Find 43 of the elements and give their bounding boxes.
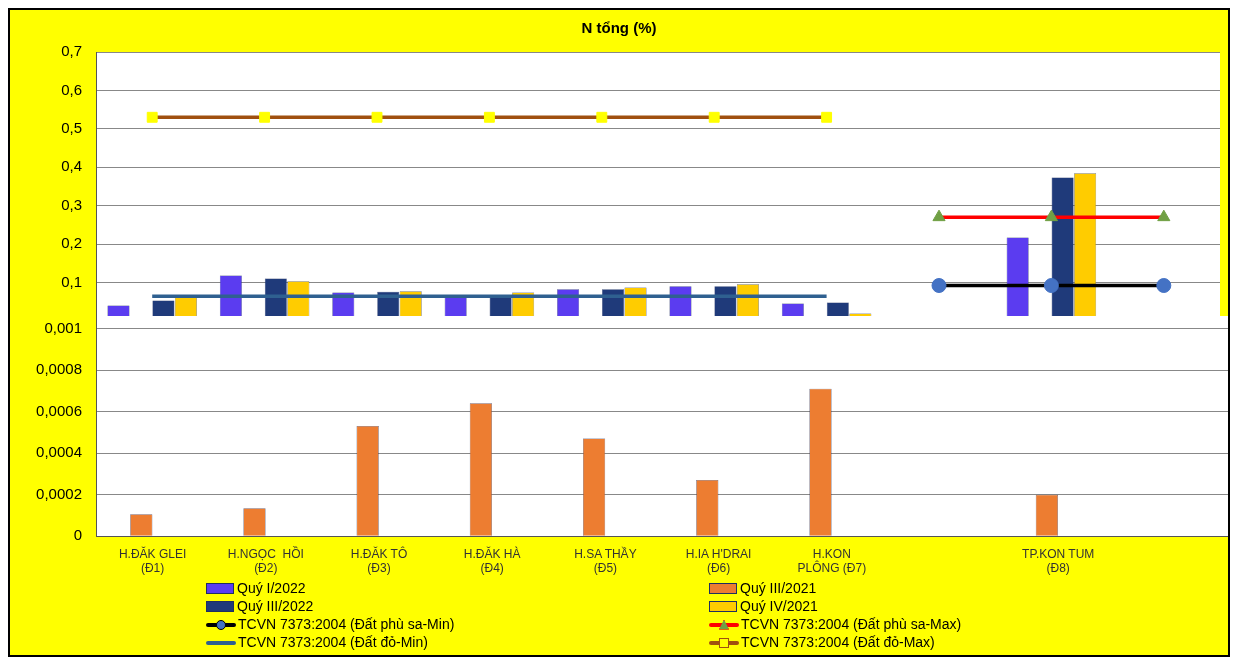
point [821, 111, 833, 123]
point [371, 111, 383, 123]
y-tick-label: 0,0006 [36, 401, 82, 419]
x-tick-label: H.ĐĂK GLEI (Đ1) [118, 545, 187, 576]
legend-label: TCVN 7373:2004 (Đất đỏ-Max) [741, 634, 935, 651]
legend-label: TCVN 7373:2004 (Đất đỏ-Min) [238, 634, 428, 651]
y-tick-label: 0,2 [61, 234, 82, 252]
y-tick-label: 0,001 [44, 318, 82, 336]
point [1156, 278, 1172, 294]
legend-label: Quý III/2022 [237, 598, 314, 615]
legend-label: Quý IV/2021 [740, 598, 818, 615]
point [1043, 278, 1059, 294]
x-tick-label: H.ĐĂK HÀ (Đ4) [463, 545, 521, 576]
y-tick-label: 0,4 [61, 157, 82, 175]
x-tick-label: H.KON PLÔNG (Đ7) [797, 546, 867, 576]
point [1157, 209, 1171, 222]
x-tick-label: H.IA H'DRAI (Đ6) [685, 546, 752, 576]
y-tick-label: 0,6 [61, 80, 82, 98]
y-tick-label: 0,5 [61, 118, 82, 136]
y-tick-label: 0,3 [61, 195, 82, 213]
legend-label: Quý III/2021 [740, 580, 817, 597]
point [1044, 209, 1058, 222]
legend-label: TCVN 7373:2004 (Đất phù sa-Min) [238, 616, 455, 633]
y-tick-label: 0 [73, 526, 82, 544]
x-tick-label: TP.KON TUM (Đ8) [1022, 546, 1095, 576]
y-tick-label: 0,1 [61, 272, 82, 290]
x-tick-label: H.ĐĂK TÔ (Đ3) [350, 545, 408, 576]
y-tick-label: 0,0004 [36, 443, 82, 461]
chart-title: N tổng (%) [581, 19, 657, 37]
point [596, 111, 608, 123]
point [708, 111, 720, 123]
y-tick-label: 0,0008 [36, 360, 82, 378]
legend-label: TCVN 7373:2004 (Đất phù sa-Max) [741, 616, 962, 633]
x-tick-label: H.NGỌC HỒI (Đ2) [227, 545, 304, 576]
y-tick-label: 0,0002 [36, 484, 82, 502]
point [146, 111, 158, 123]
y-tick-label: 0,7 [61, 42, 82, 60]
point [931, 278, 947, 294]
point [932, 209, 946, 222]
legend-label: Quý I/2022 [237, 580, 306, 597]
point [483, 111, 495, 123]
x-tick-label: H.SA THẦY (Đ5) [574, 545, 637, 576]
point [259, 111, 271, 123]
